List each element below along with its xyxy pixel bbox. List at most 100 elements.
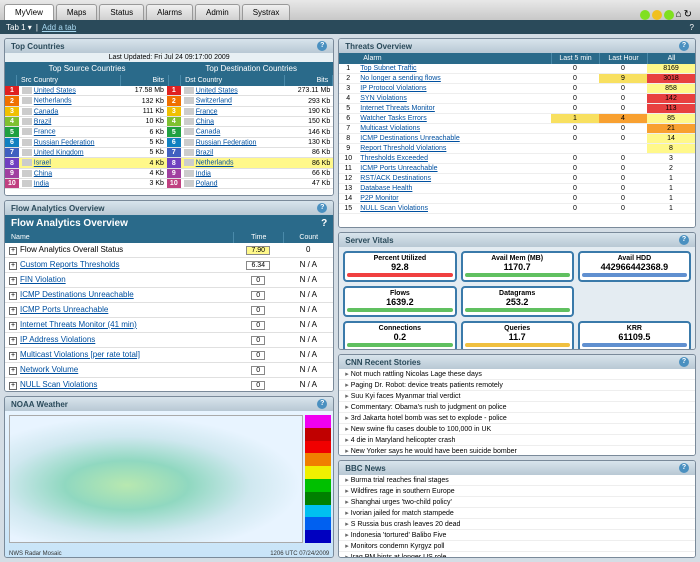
news-item[interactable]: Monitors condemn Kyrgyz poll [339, 541, 695, 552]
subtab[interactable]: Tab 1 ▾ [6, 23, 32, 32]
tab-alarms[interactable]: Alarms [146, 4, 193, 20]
vital-box: Percent Utilized92.8 [343, 251, 456, 282]
news-item[interactable]: Shanghai urges 'two-child policy' [339, 497, 695, 508]
expand-icon[interactable]: + [9, 352, 17, 360]
news-item[interactable]: Paging Dr. Robot: device treats patients… [339, 380, 695, 391]
dst-header: Top Destination Countries [169, 62, 333, 75]
threat-row: 1Top Subnet Traffic008169 [339, 64, 695, 74]
help-icon[interactable]: ? [679, 357, 689, 367]
help-icon[interactable]: ? [317, 41, 327, 51]
weather-legend [305, 415, 331, 543]
threat-row: 12RST/ACK Destinations001 [339, 174, 695, 184]
news-item[interactable]: Iraq PM hints at longer US role [339, 552, 695, 557]
news-item[interactable]: 3rd Jakarta hotel bomb was set to explod… [339, 413, 695, 424]
home-icon[interactable]: ⌂ [676, 9, 682, 20]
sub-tab-bar: Tab 1 ▾ | Add a tab ? [0, 20, 700, 34]
fao-row: +ICMP Destinations Unreachable0N / A [5, 288, 333, 303]
last-updated: Last Updated: Fri Jul 24 09:17:00 2009 [5, 53, 333, 62]
tab-myview[interactable]: MyView [4, 4, 54, 20]
fao-row: +Internet Threats Monitor (41 min)0N / A [5, 318, 333, 333]
panel-cnn: CNN Recent Stories? Not much rattling Ni… [338, 354, 696, 456]
country-row: 5France6 Kb5Canada146 Kb [5, 127, 333, 137]
expand-icon[interactable]: + [9, 367, 17, 375]
help-icon[interactable]: ? [321, 218, 327, 229]
expand-icon[interactable]: + [9, 292, 17, 300]
news-item[interactable]: S Russia bus crash leaves 20 dead [339, 519, 695, 530]
news-item[interactable]: Suu Kyi faces Myanmar trial verdict [339, 391, 695, 402]
expand-icon[interactable]: + [9, 337, 17, 345]
vital-box: Datagrams253.2 [461, 286, 574, 317]
news-item[interactable]: Burma trial reaches final stages [339, 475, 695, 486]
news-item[interactable]: New Yorker says he would have been suici… [339, 446, 695, 455]
threat-row: 3IP Protocol Violations00858 [339, 84, 695, 94]
help-icon[interactable]: ? [317, 399, 327, 409]
country-row: 7United Kingdom5 Kb7Brazil86 Kb [5, 148, 333, 158]
news-item[interactable]: Indonesia 'tortured' Balibo Five [339, 530, 695, 541]
panel-title: Flow Analytics Overview [11, 204, 105, 213]
expand-icon[interactable]: + [9, 247, 17, 255]
news-item[interactable]: Wildfires rage in southern Europe [339, 486, 695, 497]
country-row: 6Russian Federation5 Kb6Russian Federati… [5, 137, 333, 147]
threat-row: 14P2P Monitor001 [339, 194, 695, 204]
weather-map [9, 415, 303, 543]
threat-row: 2No longer a sending flows093018 [339, 74, 695, 84]
tab-maps[interactable]: Maps [56, 4, 98, 20]
panel-title: NOAA Weather [11, 400, 68, 409]
help-icon[interactable]: ? [679, 463, 689, 473]
fao-row: +Network Volume0N / A [5, 363, 333, 378]
tab-admin[interactable]: Admin [195, 4, 240, 20]
news-item[interactable]: Not much rattling Nicolas Lage these day… [339, 369, 695, 380]
expand-icon[interactable]: + [9, 307, 17, 315]
vital-box: Queries11.7 [461, 321, 574, 350]
help-icon[interactable]: ? [690, 23, 694, 32]
country-row: 3Canada111 Kb3France190 Kb [5, 106, 333, 116]
country-row: 1United States17.58 Mb1United States273.… [5, 86, 333, 96]
vital-box: Avail HDD442966442368.9 [578, 251, 691, 282]
fao-row: +ICMP Ports Unreachable0N / A [5, 303, 333, 318]
news-item[interactable]: New swine flu cases double to 100,000 in… [339, 424, 695, 435]
threat-row: 10Thresholds Exceeded003 [339, 154, 695, 164]
panel-bbc: BBC News? Burma trial reaches final stag… [338, 460, 696, 558]
threat-row: 15NULL Scan Violations001 [339, 204, 695, 214]
add-tab-link[interactable]: Add a tab [42, 23, 76, 32]
expand-icon[interactable]: + [9, 262, 17, 270]
panel-flow-analytics: Flow Analytics Overview? Flow Analytics … [4, 200, 334, 392]
vital-box: Flows1639.2 [343, 286, 456, 317]
status-dot-green2 [664, 10, 674, 20]
threat-row: 5Internet Threats Monitor00113 [339, 104, 695, 114]
tab-status[interactable]: Status [99, 4, 144, 20]
panel-top-countries: Top Countries? Last Updated: Fri Jul 24 … [4, 38, 334, 196]
panel-server-vitals: Server Vitals? Percent Utilized92.8Avail… [338, 232, 696, 350]
help-icon[interactable]: ? [679, 41, 689, 51]
threat-row: 9Report Threshold Violations8 [339, 144, 695, 154]
news-item[interactable]: Commentary: Obama's rush to judgment on … [339, 402, 695, 413]
threat-row: 8ICMP Destinations Unreachable0014 [339, 134, 695, 144]
vital-box: Avail Mem (MB)1170.7 [461, 251, 574, 282]
vital-box: Connections0.2 [343, 321, 456, 350]
news-item[interactable]: Ivorian jailed for match stampede [339, 508, 695, 519]
help-icon[interactable]: ? [679, 235, 689, 245]
main-tabs: MyViewMapsStatusAlarmsAdminSystrax ⌂ ↻ [0, 0, 700, 20]
threat-row: 7Multicast Violations0021 [339, 124, 695, 134]
fao-row: +Custom Reports Thresholds6.34N / A [5, 258, 333, 273]
help-icon[interactable]: ? [317, 203, 327, 213]
panel-title: CNN Recent Stories [345, 358, 421, 367]
panel-title: Threats Overview [345, 42, 412, 51]
expand-icon[interactable]: + [9, 322, 17, 330]
fao-row: +Multicast Violations [per rate total]0N… [5, 348, 333, 363]
panel-title: Top Countries [11, 42, 65, 51]
news-item[interactable]: 4 die in Maryland helicopter crash [339, 435, 695, 446]
fao-row: +FIN Violation0N / A [5, 273, 333, 288]
expand-icon[interactable]: + [9, 382, 17, 390]
vital-box: KRR61109.5 [578, 321, 691, 350]
threat-row: 4SYN Violations00142 [339, 94, 695, 104]
tab-systrax[interactable]: Systrax [242, 4, 291, 20]
refresh-icon[interactable]: ↻ [684, 9, 692, 20]
fao-row: +Flow Analytics Overall Status7.900 [5, 243, 333, 258]
expand-icon[interactable]: + [9, 277, 17, 285]
threat-row: 6Watcher Tasks Errors1485 [339, 114, 695, 124]
threat-row: 11ICMP Ports Unreachable002 [339, 164, 695, 174]
panel-threats: Threats Overview? Alarm Last 5 min Last … [338, 38, 696, 228]
status-dot-yellow [652, 10, 662, 20]
fao-row: +IP Address Violations0N / A [5, 333, 333, 348]
